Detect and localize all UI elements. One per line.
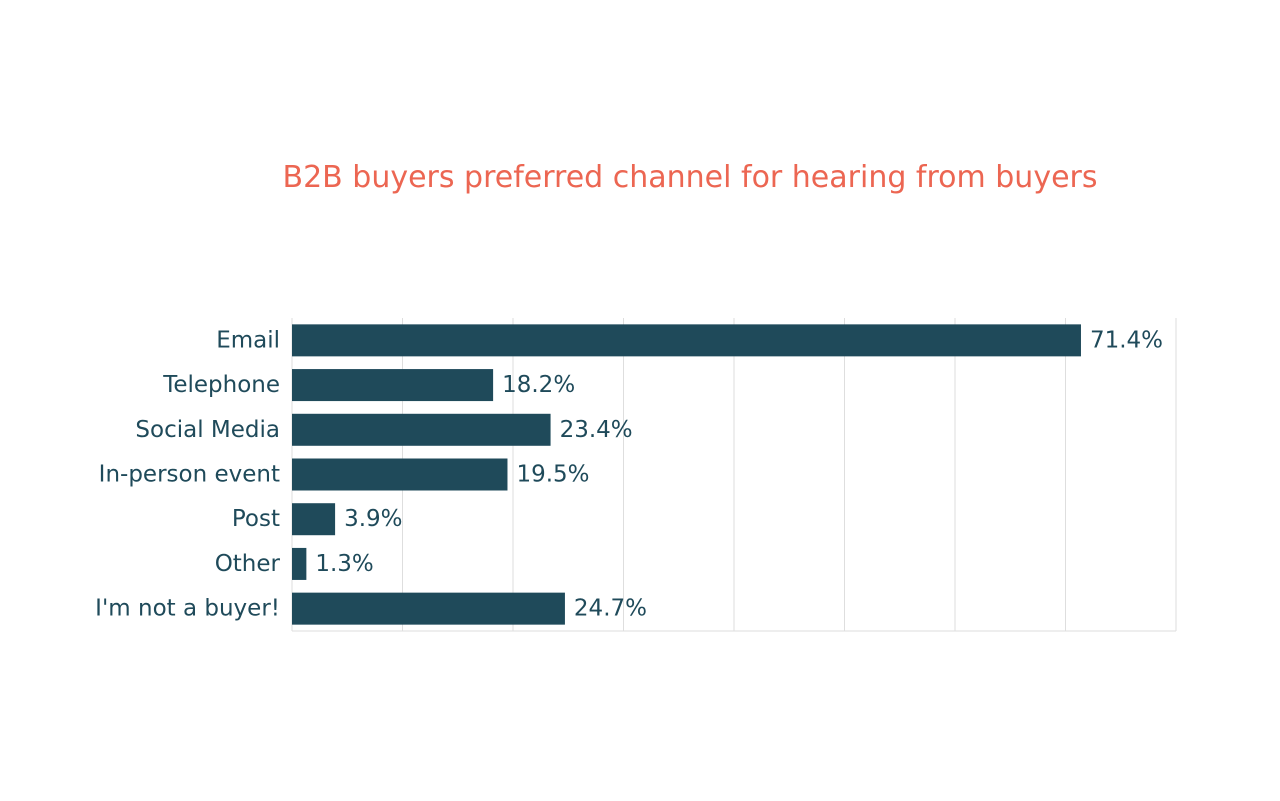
value-label: 71.4% bbox=[1090, 327, 1163, 353]
bar bbox=[292, 458, 508, 491]
category-label: Social Media bbox=[135, 417, 280, 443]
category-label: Telephone bbox=[162, 372, 280, 398]
bar bbox=[292, 503, 336, 536]
value-label: 18.2% bbox=[502, 372, 575, 398]
category-label: Email bbox=[216, 327, 280, 353]
chart-title: B2B buyers preferred channel for hearing… bbox=[282, 160, 1098, 195]
value-label: 19.5% bbox=[516, 462, 589, 488]
bar bbox=[292, 547, 307, 580]
value-label: 3.9% bbox=[344, 506, 402, 532]
category-label: Other bbox=[215, 551, 281, 577]
value-label: 23.4% bbox=[560, 417, 633, 443]
category-label: In-person event bbox=[99, 462, 280, 488]
value-label: 1.3% bbox=[315, 551, 373, 577]
bar bbox=[292, 592, 565, 625]
category-label: I'm not a buyer! bbox=[95, 596, 280, 622]
bar bbox=[292, 324, 1081, 357]
value-label: 24.7% bbox=[574, 596, 647, 622]
bar bbox=[292, 413, 551, 446]
bar bbox=[292, 369, 494, 402]
category-label: Post bbox=[232, 506, 280, 532]
